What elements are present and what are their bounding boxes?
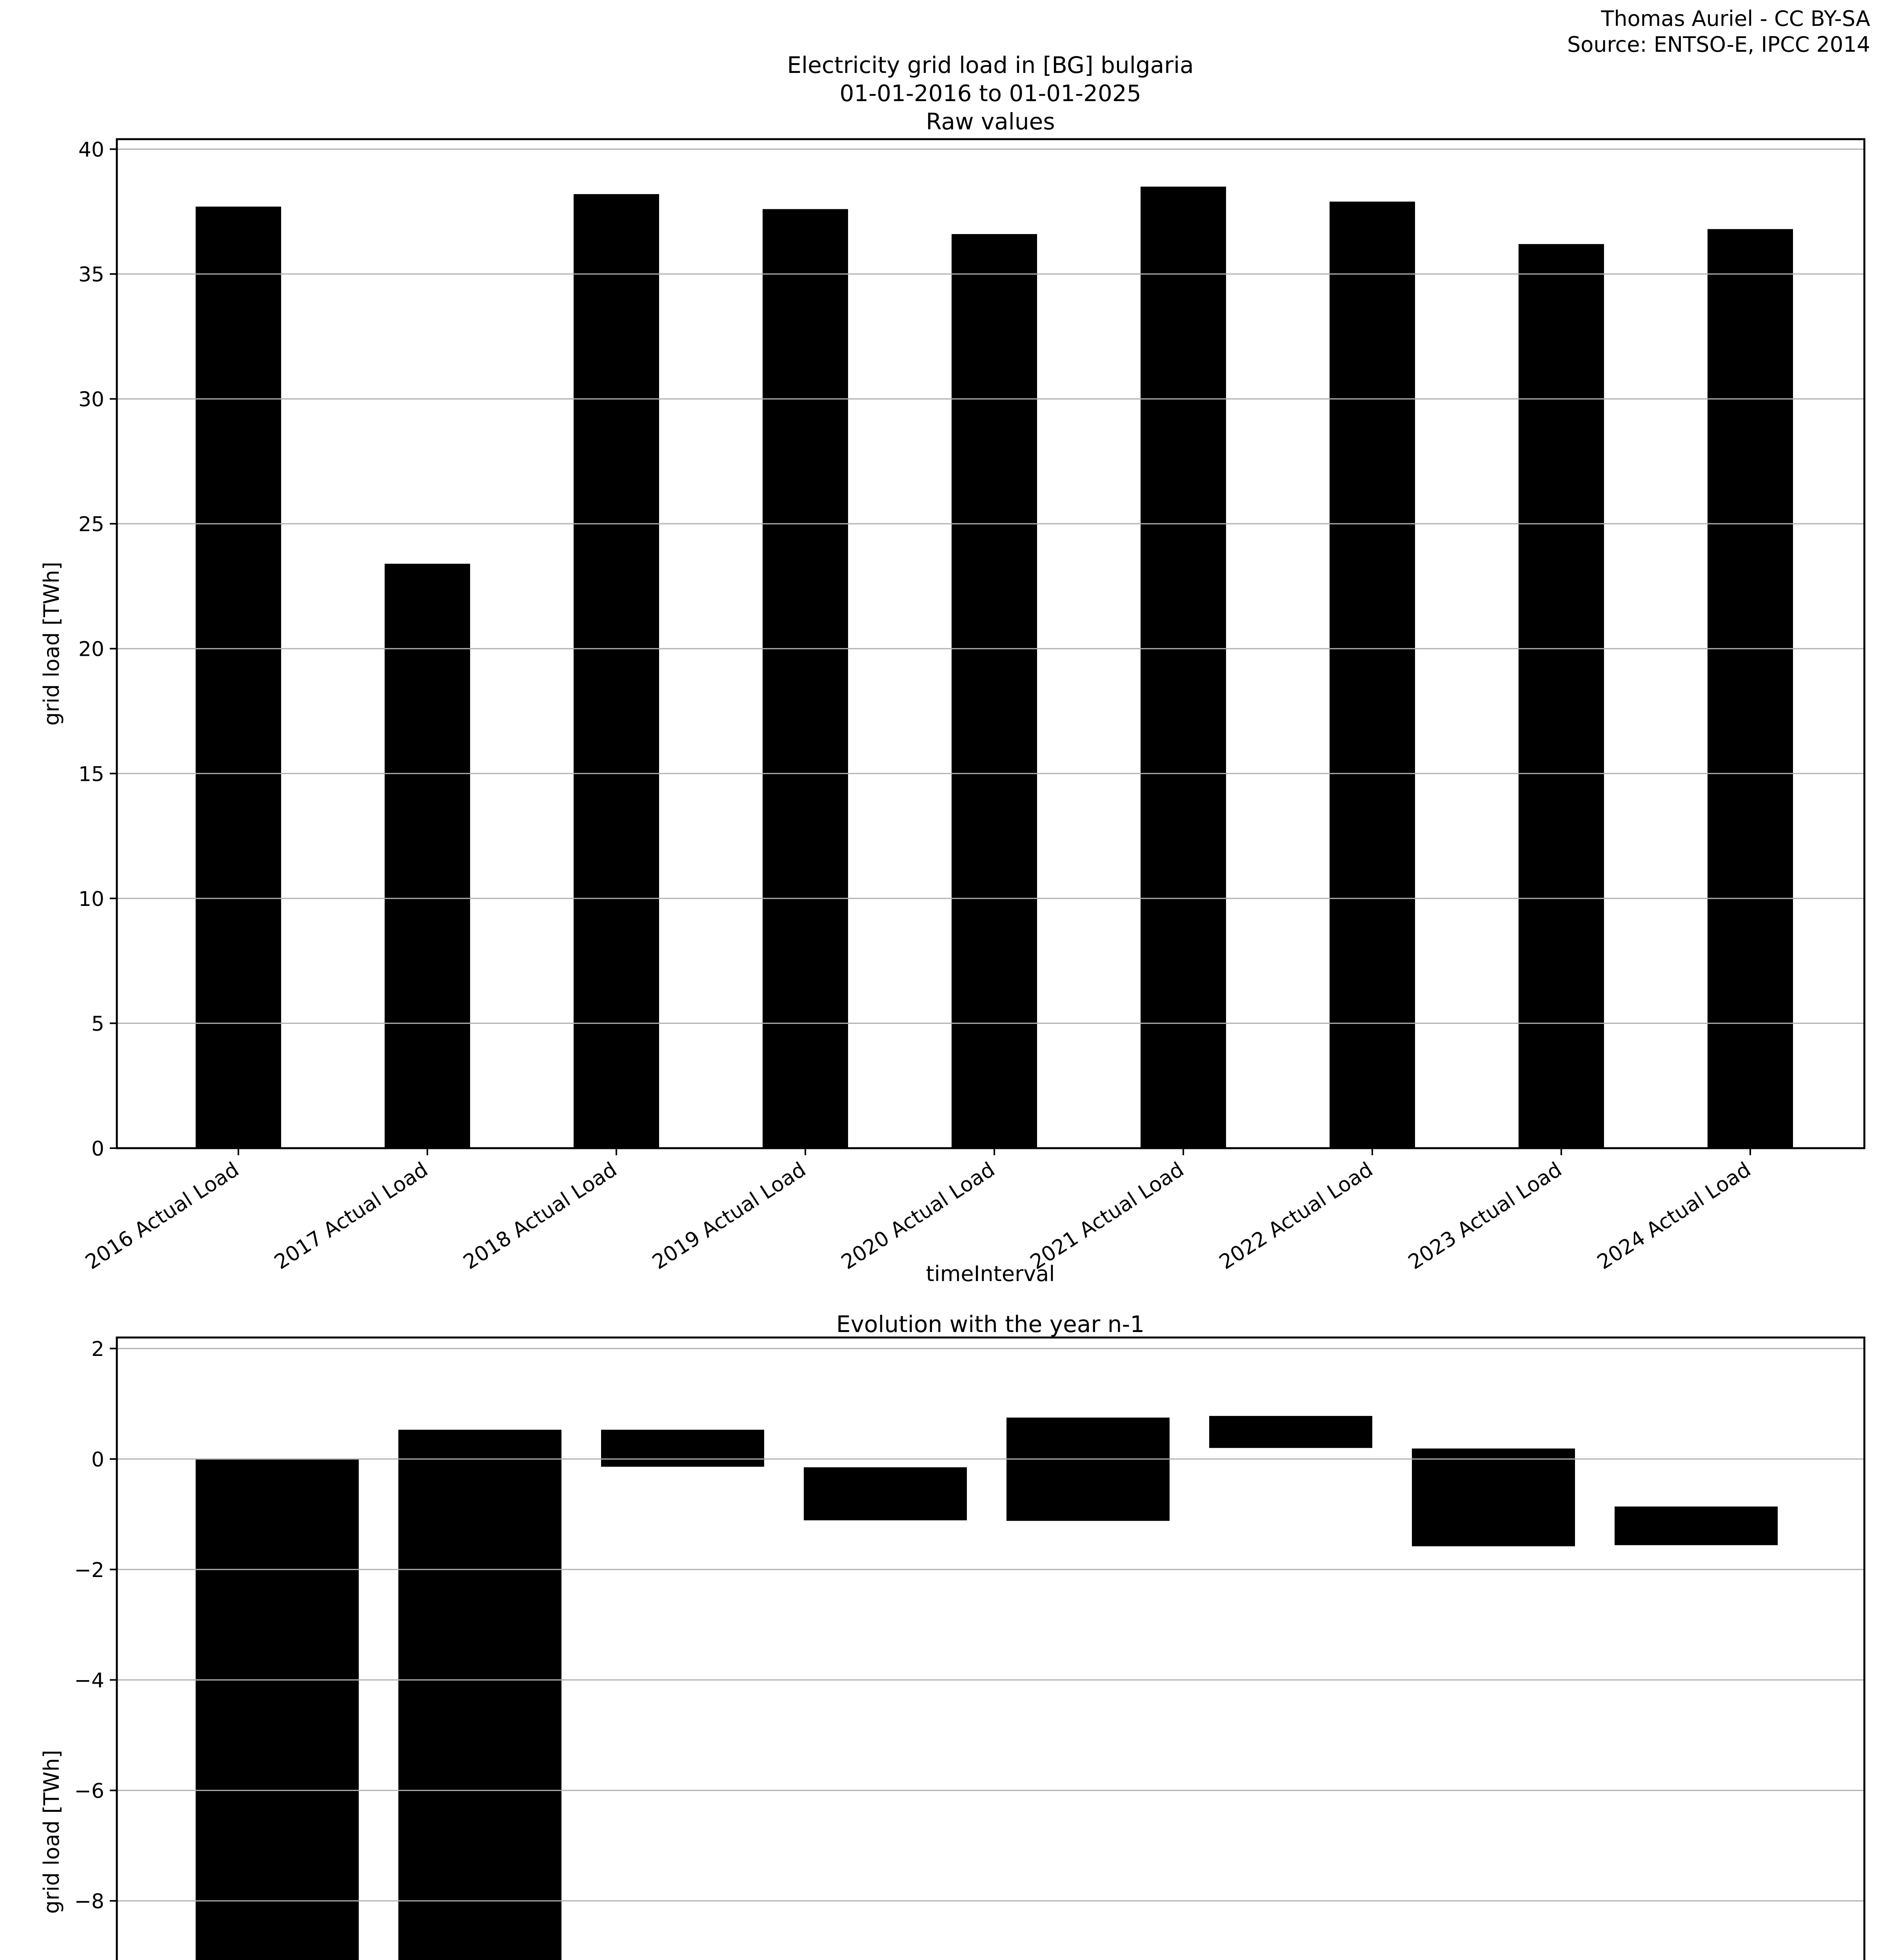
bar-2017-actual-load — [385, 564, 470, 1148]
bar-2018-actual-load — [398, 1430, 561, 1960]
bar-2016-actual-load — [196, 207, 281, 1148]
bar-2022-actual-load — [1330, 201, 1415, 1148]
chart1-x-axis-label: timeInterval — [926, 1261, 1055, 1286]
bar-2018-actual-load — [574, 194, 659, 1149]
x-tick-label: 2017 Actual Load — [270, 1158, 432, 1274]
raw-values-chart: 0 5 10 15 20 25 30 35 40 2016 Actual Load 2017 Act… — [78, 138, 1866, 1274]
y-tick-label: 0 — [91, 1137, 104, 1161]
x-tick-label: 2021 Actual Load — [1026, 1158, 1188, 1274]
plot-border — [116, 1336, 1866, 1960]
attribution-line1: Thomas Auriel - CC BY-SA — [1600, 6, 1870, 31]
y-tick-label: 2 — [91, 1338, 104, 1361]
y-tick-label: −2 — [74, 1559, 104, 1582]
y-tick-label: 10 — [78, 887, 104, 911]
bar-2019-actual-load — [601, 1430, 764, 1467]
x-tick-label: 2020 Actual Load — [837, 1158, 999, 1274]
bar-2023-actual-load — [1412, 1448, 1575, 1546]
y-tick-label: 30 — [78, 388, 104, 412]
bar-2023-actual-load — [1519, 244, 1604, 1149]
chart2-title: Evolution with the year n-1 — [836, 1311, 1144, 1338]
y-tick-label: −6 — [74, 1779, 104, 1803]
x-tick-label: 2024 Actual Load — [1593, 1158, 1755, 1274]
bar-2021-actual-load — [1006, 1417, 1170, 1521]
chart1-subtitle: 01-01-2016 to 01-01-2025 — [839, 80, 1141, 107]
chart1-subtitle2: Raw values — [926, 108, 1055, 135]
y-tick-label: 35 — [78, 263, 104, 287]
chart1-y-axis-label: grid load [TWh] — [39, 562, 64, 726]
chart1-title: Electricity grid load in [BG] bulgaria — [787, 52, 1194, 78]
chart2-y-axis-label: grid load [TWh] — [39, 1750, 64, 1914]
x-tick-label: 2016 Actual Load — [81, 1158, 243, 1274]
y-tick-label: −8 — [74, 1890, 104, 1913]
attribution-line2: Source: ENTSO-E, IPCC 2014 — [1567, 32, 1870, 57]
y-tick-label: −4 — [74, 1669, 104, 1693]
x-tick-label: 2018 Actual Load — [459, 1158, 621, 1274]
x-tick-label: 2023 Actual Load — [1404, 1158, 1566, 1274]
bar-2020-actual-load — [952, 234, 1037, 1148]
bar-2022-actual-load — [1209, 1416, 1372, 1448]
plot-border — [116, 138, 1866, 1149]
evolution-chart: 20−2−4−6−8−10−12−142017 Actual Load2018 … — [74, 1336, 1866, 1960]
bar-2020-actual-load — [804, 1467, 967, 1521]
bar-2024-actual-load — [1708, 229, 1793, 1149]
y-tick-label: 20 — [78, 638, 104, 661]
bar-2019-actual-load — [763, 209, 848, 1149]
x-tick-label: 2019 Actual Load — [648, 1158, 810, 1274]
bar-2024-actual-load — [1615, 1506, 1778, 1545]
bar-2021-actual-load — [1141, 187, 1226, 1148]
y-tick-label: 0 — [91, 1448, 104, 1472]
x-tick-label: 2022 Actual Load — [1215, 1158, 1377, 1274]
y-tick-label: 25 — [78, 513, 104, 536]
bar-2017-actual-load — [196, 1459, 359, 1960]
y-tick-label: 15 — [78, 762, 104, 786]
y-tick-label: 5 — [91, 1012, 104, 1036]
y-tick-label: 40 — [78, 138, 104, 162]
